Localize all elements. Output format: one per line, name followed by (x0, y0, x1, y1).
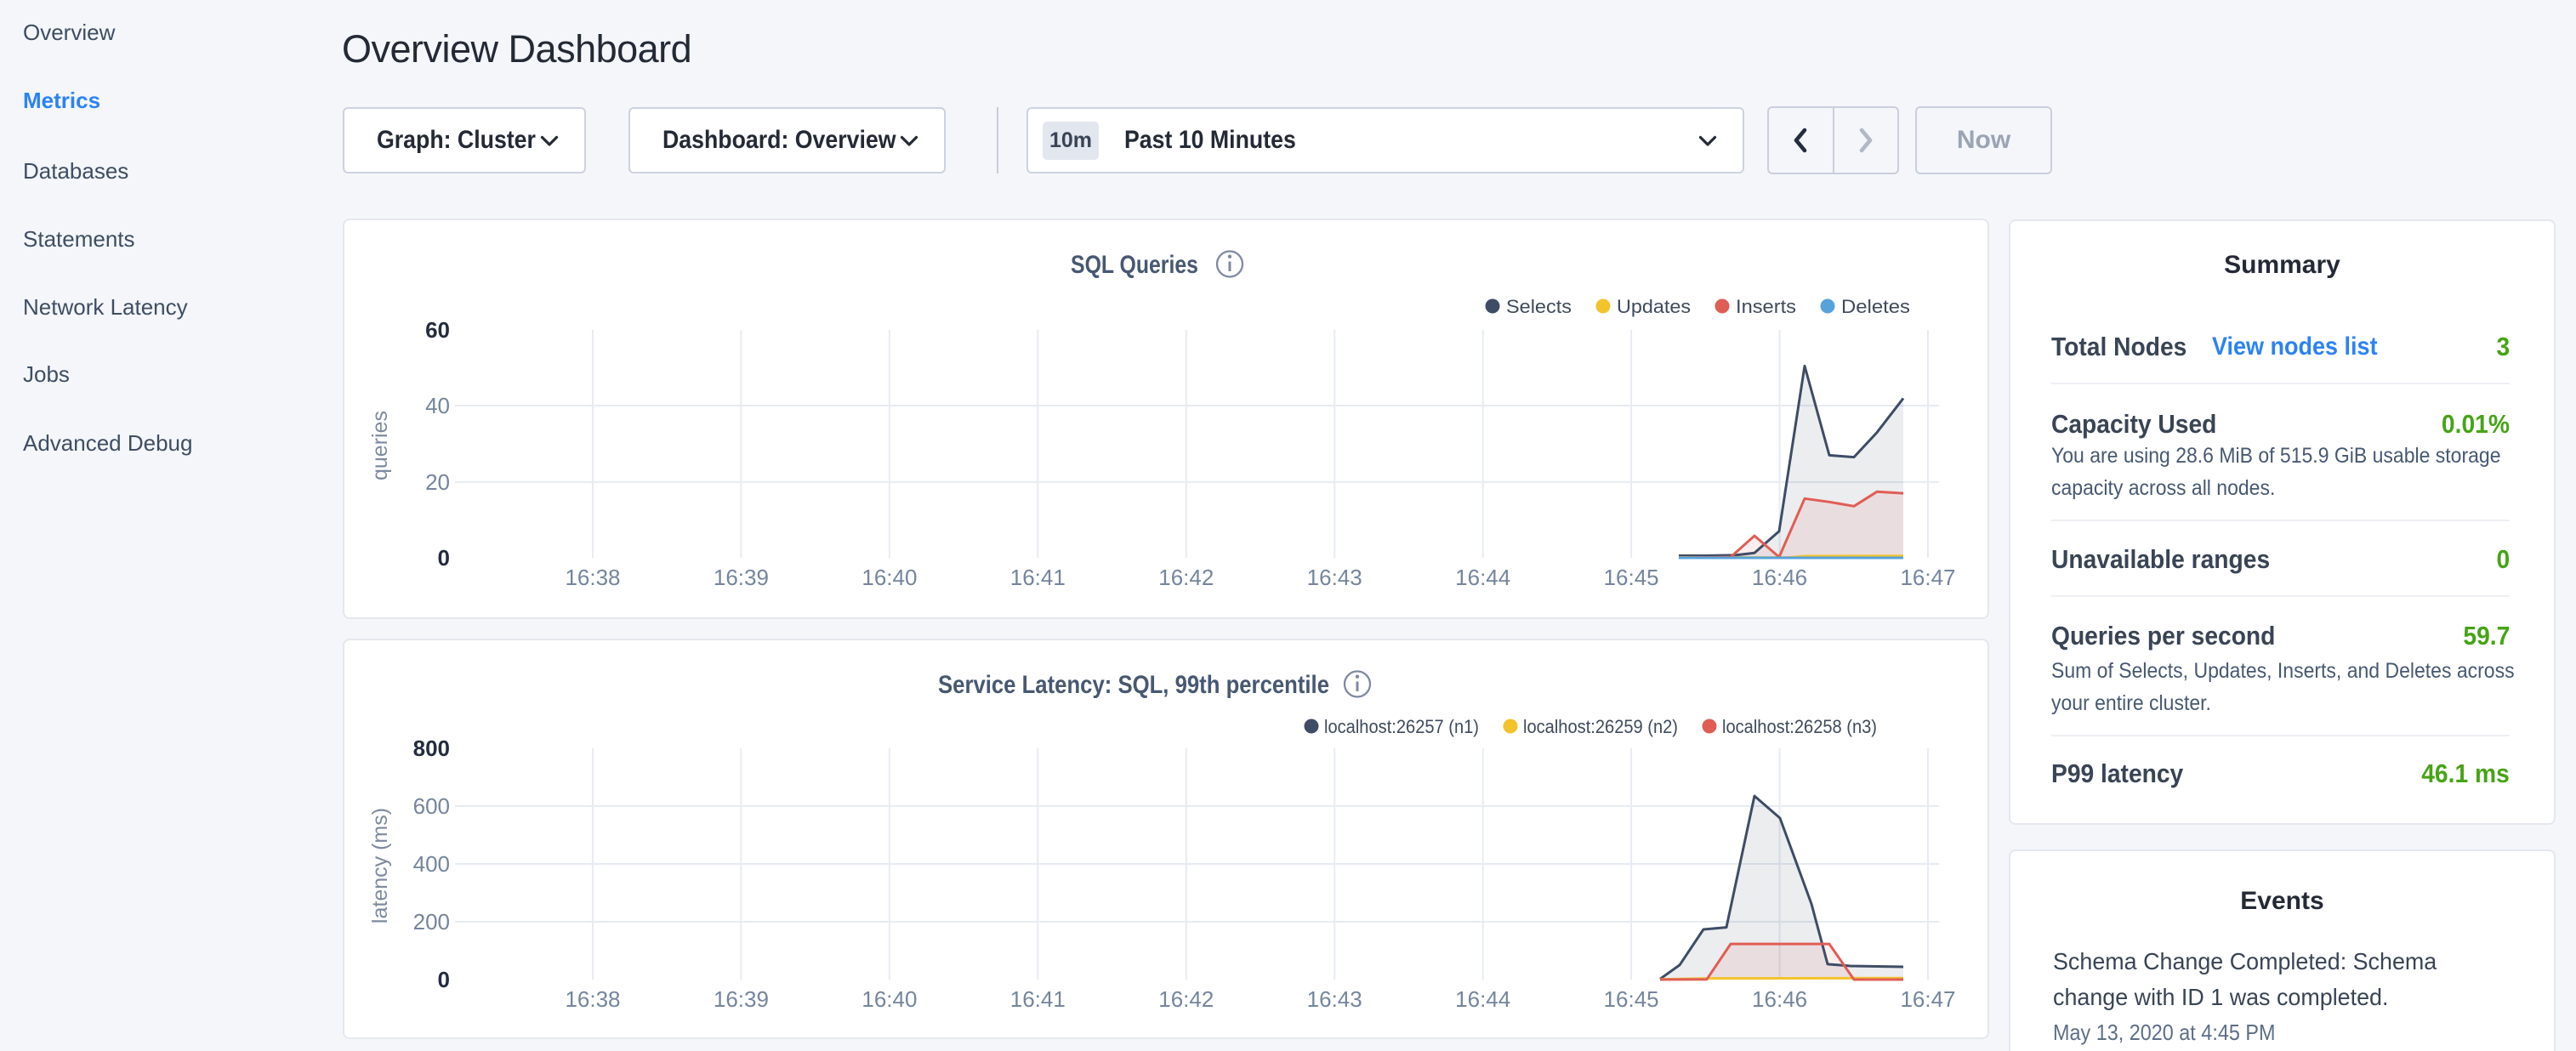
svg-text:16:46: 16:46 (1752, 565, 1807, 590)
svg-text:latency (ms): latency (ms) (368, 808, 392, 923)
svg-text:16:39: 16:39 (714, 565, 769, 590)
svg-text:16:45: 16:45 (1604, 986, 1659, 1012)
svg-text:localhost:26257 (n1): localhost:26257 (n1) (1324, 716, 1479, 737)
svg-text:16:46: 16:46 (1752, 986, 1807, 1012)
svg-text:0: 0 (438, 545, 450, 571)
svg-text:16:43: 16:43 (1307, 986, 1362, 1012)
svg-text:16:47: 16:47 (1900, 565, 1955, 590)
svg-text:Inserts: Inserts (1736, 296, 1796, 317)
svg-text:Deletes: Deletes (1841, 296, 1910, 317)
svg-text:20: 20 (425, 469, 450, 495)
svg-text:200: 200 (413, 909, 450, 935)
svg-text:16:39: 16:39 (714, 986, 769, 1012)
svg-text:16:40: 16:40 (862, 986, 917, 1012)
svg-text:Updates: Updates (1617, 296, 1691, 317)
svg-text:16:44: 16:44 (1455, 986, 1510, 1012)
svg-text:16:47: 16:47 (1900, 986, 1955, 1012)
svg-text:400: 400 (413, 851, 450, 877)
svg-text:16:38: 16:38 (565, 986, 620, 1012)
svg-text:16:38: 16:38 (565, 565, 620, 590)
svg-text:16:45: 16:45 (1604, 565, 1659, 590)
svg-text:16:42: 16:42 (1158, 986, 1214, 1012)
svg-text:16:43: 16:43 (1307, 565, 1362, 590)
svg-text:localhost:26259 (n2): localhost:26259 (n2) (1523, 716, 1678, 737)
svg-text:SQL Queries: SQL Queries (1071, 251, 1198, 279)
svg-text:0: 0 (438, 967, 450, 992)
svg-text:16:42: 16:42 (1158, 565, 1214, 590)
svg-text:800: 800 (413, 736, 450, 761)
svg-text:600: 600 (413, 793, 450, 819)
svg-text:16:41: 16:41 (1010, 565, 1066, 590)
svg-text:40: 40 (425, 393, 450, 418)
svg-text:localhost:26258 (n3): localhost:26258 (n3) (1722, 716, 1877, 737)
svg-text:16:41: 16:41 (1010, 986, 1066, 1012)
svg-text:16:44: 16:44 (1455, 565, 1510, 590)
svg-text:Selects: Selects (1506, 296, 1572, 317)
svg-text:Service Latency: SQL, 99th per: Service Latency: SQL, 99th percentile (938, 671, 1329, 699)
svg-text:60: 60 (425, 317, 450, 343)
svg-text:queries: queries (368, 411, 392, 480)
svg-text:16:40: 16:40 (862, 565, 917, 590)
